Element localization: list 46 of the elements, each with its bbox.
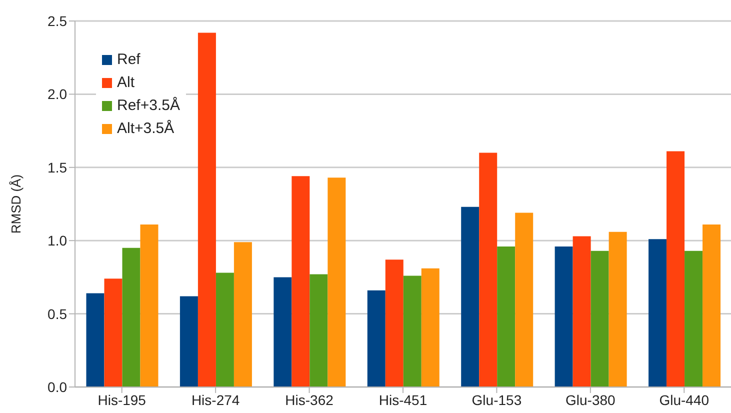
y-tick-label: 2.0 (48, 86, 68, 102)
bar (572, 236, 591, 387)
bar (554, 246, 573, 387)
bar (666, 151, 685, 387)
y-tick-label: 1.5 (48, 159, 68, 176)
bar (608, 232, 627, 387)
bar (234, 242, 252, 387)
y-tick-label: 1.0 (48, 232, 68, 249)
x-tick-label: Glu-380 (566, 392, 616, 408)
bar (292, 176, 310, 387)
x-tick-label: His-274 (191, 392, 240, 408)
bar (328, 178, 346, 387)
y-tick-label: 0.5 (48, 306, 68, 322)
bar (86, 293, 104, 387)
y-tick-label: 2.5 (48, 12, 68, 29)
bar (367, 290, 386, 387)
y-axis-title: RMSD (Å) (8, 174, 24, 234)
legend-label: Alt+3.5Å (117, 120, 174, 137)
x-tick-label: His-362 (285, 392, 334, 408)
bar (421, 268, 440, 387)
bar (216, 272, 234, 387)
bar (590, 250, 609, 387)
legend-label: Alt (117, 74, 135, 91)
legend-label: Ref (117, 51, 140, 68)
bar (122, 248, 140, 387)
x-tick-label: Glu-153 (472, 392, 522, 408)
bar (702, 224, 721, 387)
bar (140, 224, 158, 387)
bar (515, 212, 534, 387)
bar (497, 246, 516, 387)
x-tick-label: Glu-440 (659, 392, 710, 408)
bar (461, 206, 480, 387)
y-tick-label: 0.0 (48, 378, 68, 395)
bar (104, 278, 122, 387)
bar (479, 152, 498, 387)
bar (180, 296, 198, 387)
bar (274, 277, 292, 387)
bar (403, 276, 422, 387)
bar (310, 274, 328, 387)
bar (684, 250, 703, 387)
legend-label: Ref+3.5Å (117, 97, 180, 114)
x-tick-label: His-195 (98, 392, 146, 408)
x-tick-label: His-451 (378, 392, 428, 408)
bar (198, 32, 216, 387)
bar (648, 239, 667, 387)
bar (385, 260, 404, 387)
